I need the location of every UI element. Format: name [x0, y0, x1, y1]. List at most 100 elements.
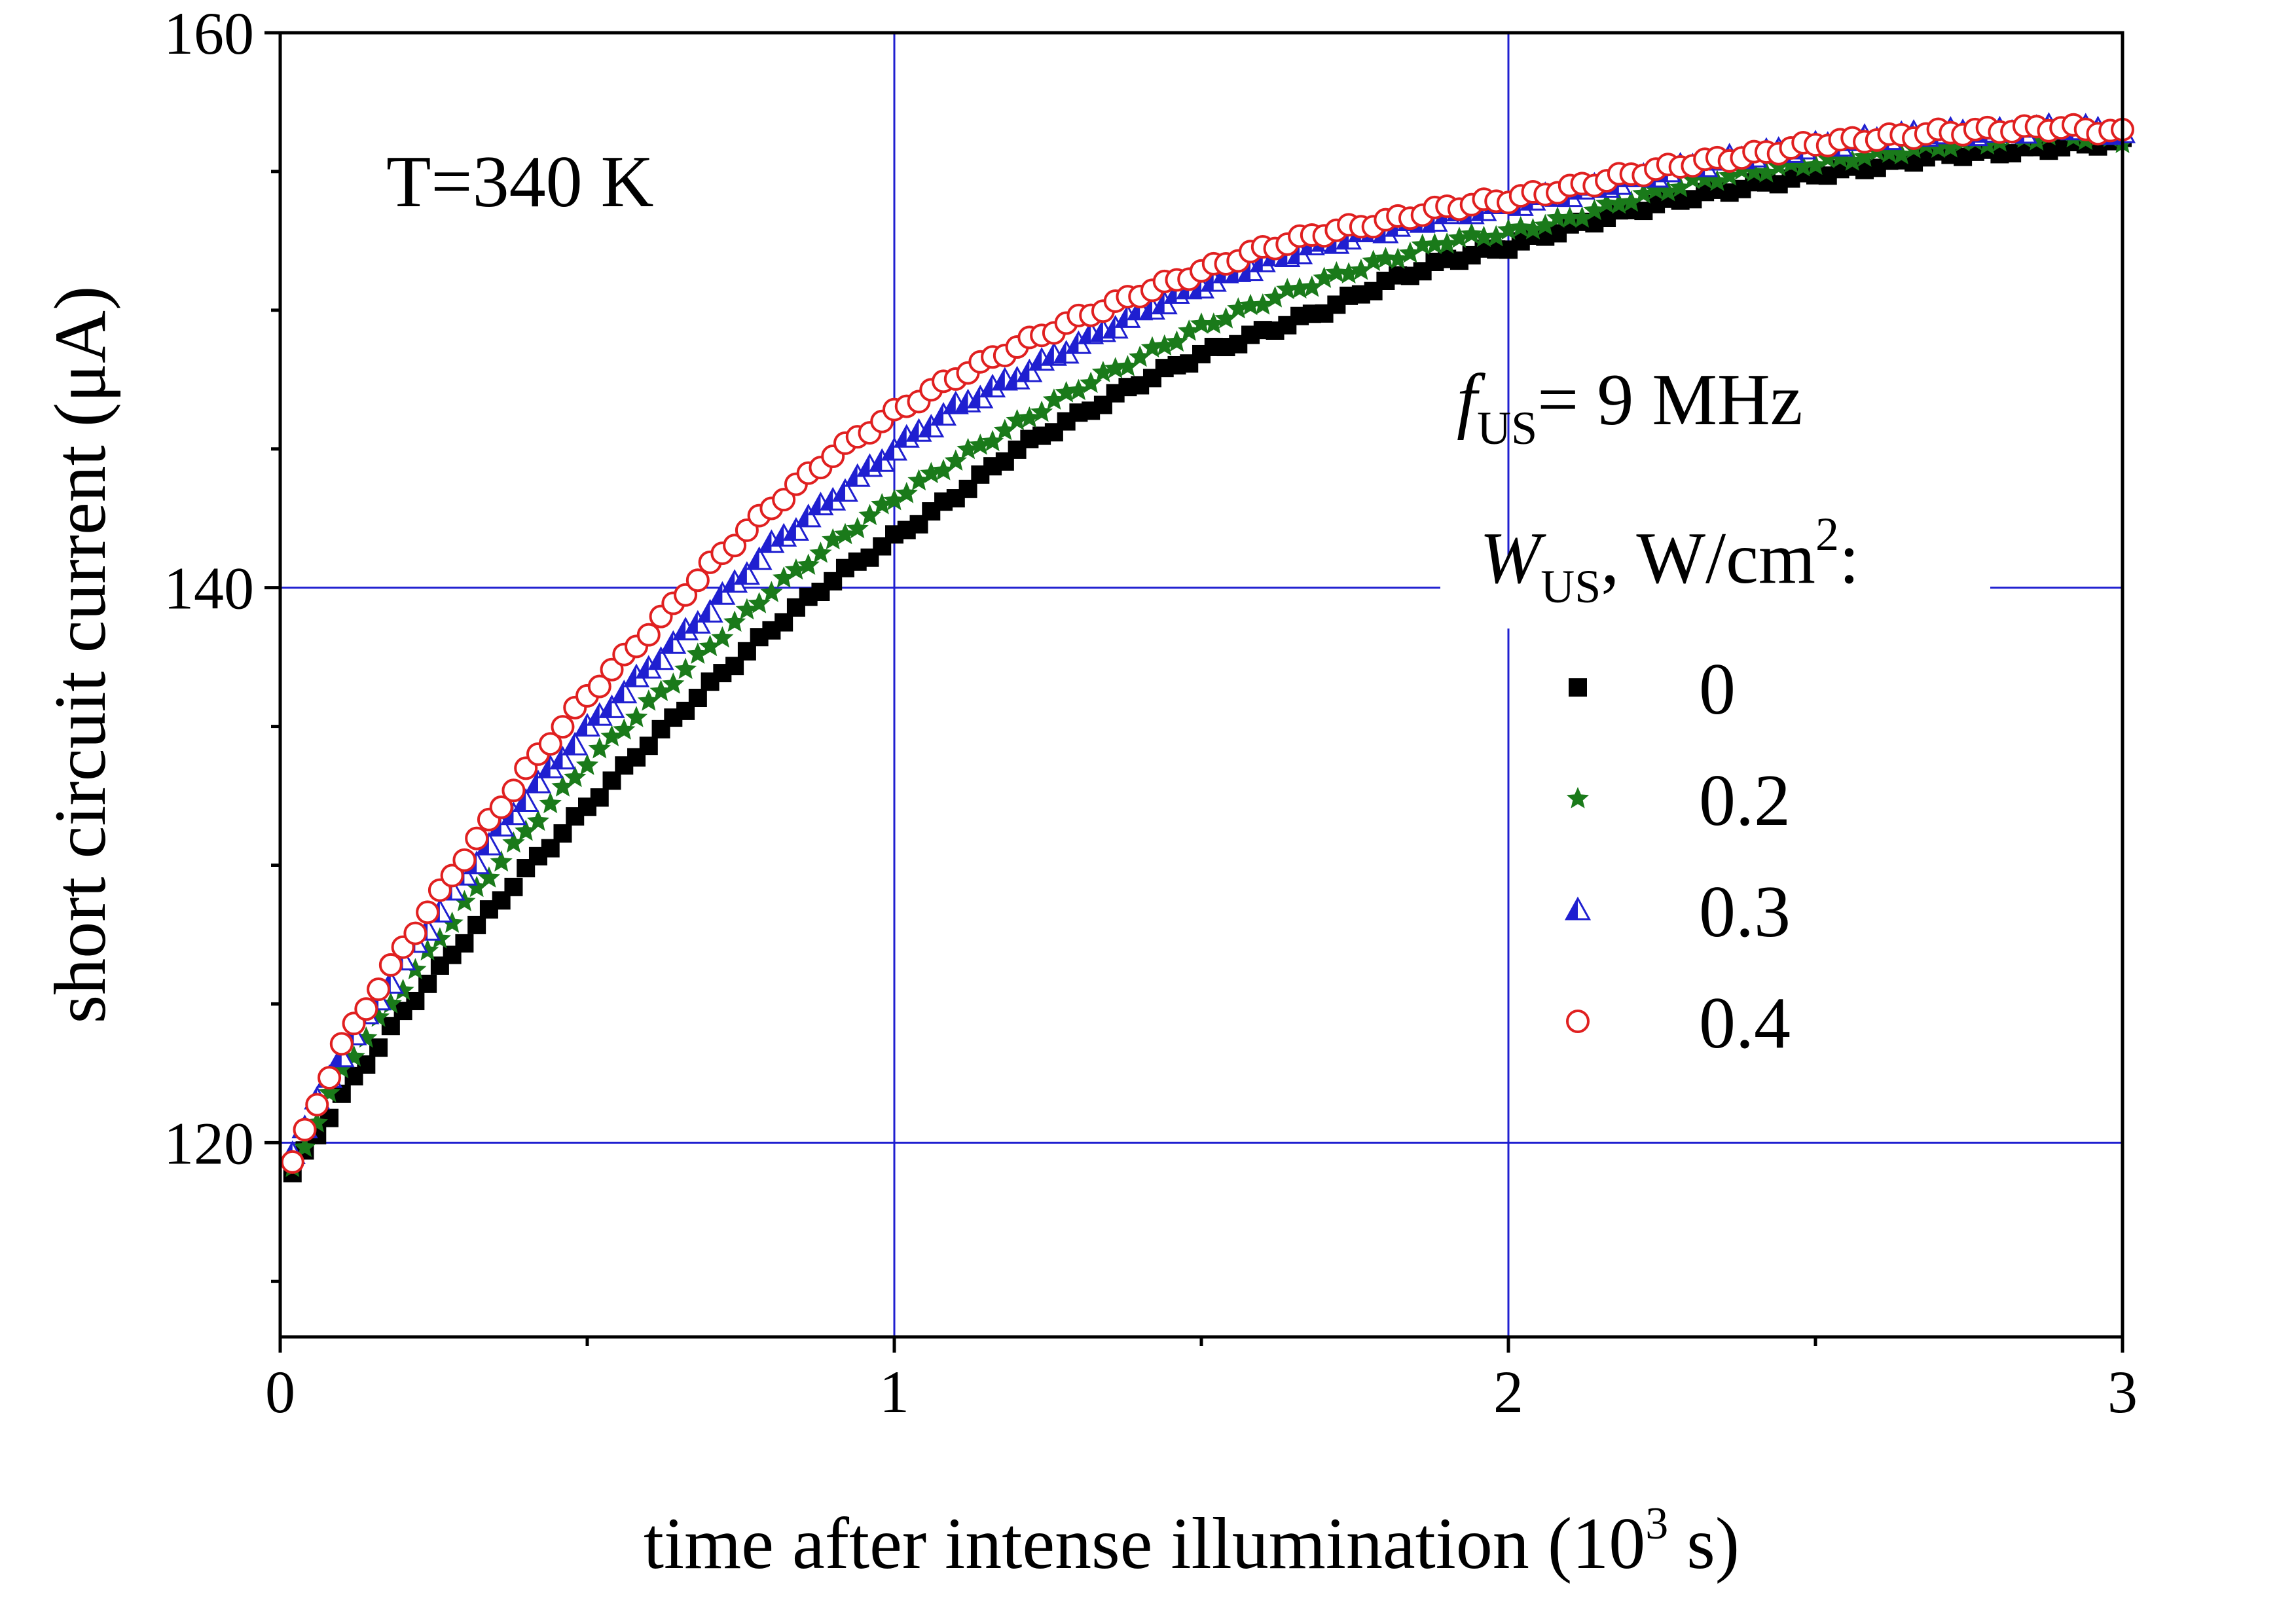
data-point: [1816, 147, 1839, 168]
data-point: [674, 657, 697, 680]
data-point: [378, 953, 403, 977]
legend-label-0.3: 0.3: [1699, 871, 1791, 953]
data-point: [1460, 223, 1483, 244]
data-point: [782, 517, 809, 541]
data-point: [1362, 249, 1385, 271]
data-point: [305, 1093, 329, 1117]
data-point: [969, 433, 992, 455]
x-axis-label-main: time after intense illumination (10: [644, 1503, 1645, 1584]
data-point: [822, 528, 845, 550]
data-point: [1705, 170, 1728, 191]
triangle-fill: [1104, 317, 1116, 338]
data-point: [1398, 242, 1421, 263]
data-point: [489, 795, 513, 819]
data-point: [993, 418, 1016, 441]
data-point: [575, 754, 599, 775]
data-point: [587, 674, 611, 699]
triangle-fill: [821, 488, 833, 510]
data-point: [588, 737, 611, 759]
triangle-fill: [932, 404, 944, 425]
triangle-fill: [772, 524, 784, 546]
triangle-fill: [600, 696, 612, 718]
data-point: [428, 927, 451, 949]
data-point: [477, 866, 500, 888]
data-point: [526, 809, 550, 831]
data-point: [1583, 198, 1606, 221]
triangle-fill: [846, 465, 858, 486]
data-point: [1214, 307, 1237, 329]
data-point: [524, 769, 552, 793]
y-axis-label: short circuit current (μA): [40, 286, 121, 1024]
data-point: [600, 725, 623, 746]
data-point: [590, 788, 609, 807]
triangle-fill: [526, 771, 538, 793]
legend-frequency-sub: US: [1477, 402, 1537, 454]
data-point: [406, 991, 425, 1010]
data-point: [699, 634, 721, 657]
data-point: [1681, 168, 1704, 189]
data-point: [1055, 381, 1078, 403]
data-point: [502, 831, 525, 853]
triangle-fill: [759, 531, 772, 553]
triangle-fill: [748, 548, 759, 570]
data-point: [367, 977, 391, 1002]
data-point: [538, 732, 562, 756]
data-point: [1472, 225, 1495, 247]
data-point: [746, 546, 773, 570]
data-point: [440, 864, 464, 888]
data-point: [709, 581, 736, 605]
data-point: [549, 746, 576, 770]
data-point: [685, 568, 710, 593]
data-point: [1006, 409, 1029, 431]
triangle-fill: [833, 480, 845, 501]
data-point: [647, 646, 674, 670]
data-point: [688, 689, 707, 708]
data-point: [1804, 153, 1827, 175]
x-axis-label: time after intense illumination (103 s): [644, 1499, 1740, 1584]
data-point: [1129, 345, 1152, 367]
data-point: [293, 1135, 316, 1158]
data-point: [1042, 388, 1065, 410]
triangle-fill: [907, 420, 919, 441]
data-point: [1411, 233, 1434, 255]
data-point: [795, 503, 822, 528]
data-point: [551, 775, 574, 797]
data-point: [1767, 155, 1790, 177]
triangle-fill: [710, 583, 723, 604]
data-point: [452, 848, 477, 872]
data-point: [1030, 400, 1053, 422]
data-point: [1534, 213, 1557, 236]
data-point: [562, 731, 589, 756]
data-point: [920, 462, 943, 484]
legend-frequency: fUS= 9 MHz: [1457, 359, 1803, 454]
data-point: [697, 598, 723, 623]
triangle-fill: [686, 611, 698, 633]
data-point: [1114, 304, 1141, 328]
data-point: [930, 402, 957, 426]
data-point: [1338, 262, 1360, 283]
y-tick-label: 140: [164, 555, 254, 622]
data-point: [711, 626, 734, 648]
triangle-fill: [1006, 367, 1017, 389]
data-point: [1016, 358, 1043, 382]
data-point: [1792, 155, 1815, 177]
data-point: [1522, 218, 1544, 240]
data-point: [1607, 192, 1630, 214]
data-point: [649, 680, 672, 701]
data-point: [639, 737, 658, 756]
triangle-fill: [981, 375, 993, 397]
data-point: [1053, 340, 1080, 364]
triangle-fill: [661, 632, 674, 653]
data-point: [1718, 164, 1741, 186]
triangle-fill: [957, 390, 968, 412]
data-point: [735, 598, 758, 620]
data-point: [944, 449, 967, 471]
x-tick-label: 0: [265, 1359, 295, 1425]
data-point: [1976, 133, 1999, 155]
data-point: [858, 503, 881, 526]
data-point: [539, 792, 562, 814]
legend-marker-0.3: [1564, 896, 1592, 921]
data-point: [1300, 275, 1323, 297]
data-point: [907, 469, 930, 491]
